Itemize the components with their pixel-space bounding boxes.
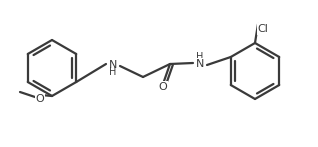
Text: O: O	[36, 94, 45, 104]
Text: N: N	[109, 60, 117, 70]
Text: N: N	[196, 59, 204, 69]
Text: Cl: Cl	[258, 24, 268, 34]
Text: O: O	[159, 82, 167, 92]
Text: H: H	[109, 67, 117, 77]
Text: H: H	[196, 52, 204, 62]
